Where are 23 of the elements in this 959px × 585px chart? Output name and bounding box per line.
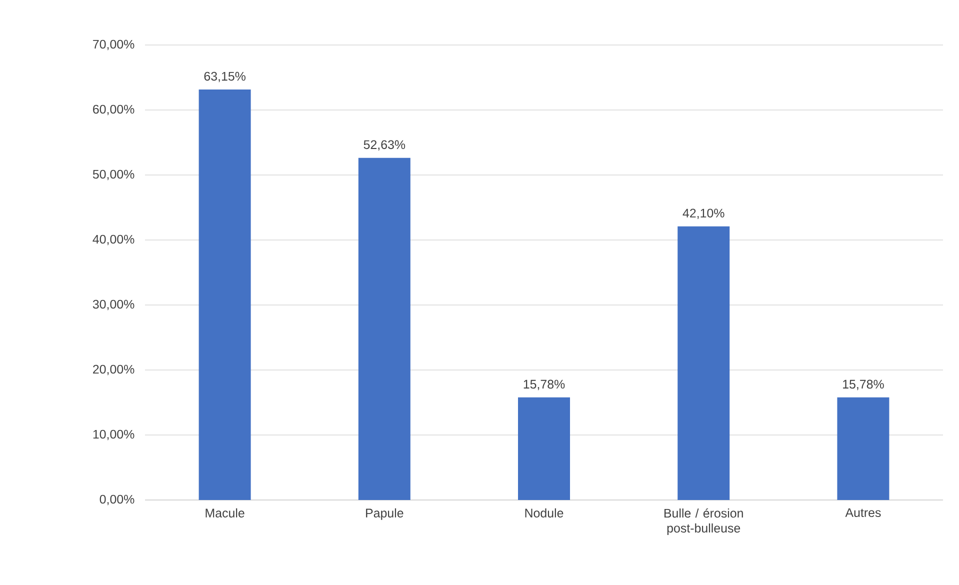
y-tick-label: 70,00% — [93, 40, 134, 50]
data-label: 15,78% — [843, 380, 884, 390]
y-tick-label: 40,00% — [92, 234, 134, 246]
data-label: 15,78% — [524, 380, 565, 390]
data-label: 52,63% — [364, 140, 406, 151]
x-tick-label: Nodule — [525, 508, 564, 518]
bar — [358, 158, 410, 500]
y-tick-label: 60,00% — [93, 104, 134, 116]
data-label: 63,15% — [204, 72, 246, 82]
y-tick-label: 10,00% — [93, 430, 134, 440]
y-tick-label: 30,00% — [92, 300, 134, 310]
y-tick-label: 50,00% — [92, 170, 134, 180]
x-tick-label: Macule — [206, 508, 244, 518]
bar — [678, 226, 730, 500]
y-tick-label: 0,00% — [100, 494, 134, 506]
bar — [198, 90, 251, 500]
bar — [518, 397, 570, 500]
y-tick-label: 20,00% — [93, 364, 134, 376]
data-label: 42,10% — [682, 208, 724, 219]
x-tick-label: Autres — [845, 508, 881, 518]
x-tick-label: Bulle / érosion post-bulleuse — [664, 508, 743, 536]
x-tick-label: Papule — [366, 508, 404, 520]
bar — [837, 397, 890, 500]
